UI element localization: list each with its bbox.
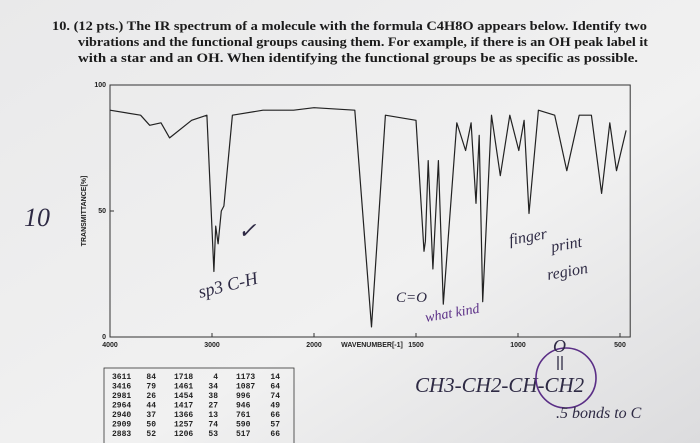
x-tick-label: 4000: [102, 342, 118, 349]
transmittance-cell: 34: [208, 383, 218, 392]
transmittance-cell: 52: [146, 430, 156, 439]
oxygen: O: [553, 336, 566, 356]
table-frame: [103, 367, 295, 443]
y-tick-label: 100: [94, 82, 106, 89]
wavenumber-cell: 761: [236, 411, 251, 420]
transmittance-cell: 66: [270, 430, 280, 439]
wavenumber-cell: 2981: [112, 392, 131, 401]
wavenumber-cell: 2909: [112, 421, 131, 430]
wavenumber-cell: 996: [236, 392, 251, 401]
transmittance-cell: 53: [208, 430, 218, 439]
structure: CH3-CH2-CH-CH2: [415, 373, 585, 397]
y-tick-label: 50: [98, 208, 106, 215]
wavenumber-cell: 517: [236, 430, 251, 439]
x-tick-label: 1000: [510, 342, 526, 349]
wavenumber-cell: 2940: [112, 411, 131, 420]
x-tick-label: 1500: [408, 342, 424, 349]
circle-mark: [535, 347, 597, 409]
transmittance-cell: 27: [208, 402, 218, 411]
wavenumber-cell: 946: [236, 402, 251, 411]
transmittance-cell: 57: [270, 421, 280, 430]
fingerprint-note: region: [546, 260, 590, 284]
carbonyl-note: C=O: [396, 290, 427, 306]
wavenumber-cell: 2964: [112, 402, 131, 411]
transmittance-cell: 74: [270, 392, 280, 401]
wavenumber-cell: 3416: [112, 383, 131, 392]
transmittance-cell: 74: [208, 421, 218, 430]
wavenumber-cell: 2883: [112, 430, 131, 439]
wavenumber-cell: 1461: [174, 383, 193, 392]
bonds-note: .5 bonds to C: [556, 405, 642, 422]
fingerprint-note: print: [549, 234, 584, 256]
transmittance-cell: 14: [270, 373, 280, 382]
y-tick-label: 0: [102, 334, 106, 341]
transmittance-cell: 79: [146, 383, 156, 392]
transmittance-cell: 66: [270, 411, 280, 420]
spectrum-line: [109, 107, 627, 328]
transmittance-cell: 38: [208, 392, 218, 401]
wavenumber-cell: 1454: [174, 392, 193, 401]
transmittance-cell: 4: [213, 373, 218, 382]
wavenumber-cell: 1417: [174, 402, 193, 411]
wavenumber-cell: 1718: [174, 373, 193, 382]
wavenumber-cell: 1087: [236, 383, 255, 392]
wavenumber-cell: 1173: [236, 373, 255, 382]
peak-table: 3611 84 3416 79 2981 26 2964 44 2940 37 2909 50 2883…: [103, 367, 295, 443]
wavenumber-cell: 1206: [174, 430, 193, 439]
transmittance-cell: 64: [270, 383, 280, 392]
transmittance-cell: 44: [146, 402, 156, 411]
transmittance-cell: 84: [146, 373, 156, 382]
wavenumber-cell: 1257: [174, 421, 193, 430]
transmittance-cell: 26: [146, 392, 156, 401]
transmittance-cell: 37: [146, 411, 156, 420]
score: 10: [24, 203, 50, 232]
question-line: 10. (12 pts.) The IR spectrum of a molec…: [52, 19, 647, 33]
transmittance-cell: 50: [146, 421, 156, 430]
x-axis-label: WAVENUMBER[-1]: [341, 342, 403, 349]
x-tick-label: 3000: [204, 342, 220, 349]
wavenumber-cell: 3611: [112, 373, 131, 382]
x-tick-label: 500: [614, 342, 626, 349]
fingerprint-note: finger: [508, 225, 549, 249]
wavenumber-cell: 1366: [174, 411, 193, 420]
transmittance-cell: 13: [208, 411, 218, 420]
transmittance-cell: 49: [270, 402, 280, 411]
question-line: with a star and an OH. When identifying …: [78, 51, 638, 65]
wavenumber-cell: 590: [236, 421, 251, 430]
spectrum-chart: TRANSMITTANCE[%] WAVENUMBER[-1] 4000 3000…: [81, 82, 631, 349]
y-axis-label: TRANSMITTANCE[%]: [81, 176, 88, 247]
check-mark: ✓: [238, 218, 257, 243]
x-tick-label: 2000: [306, 342, 322, 349]
question-line: vibrations and the functional groups cau…: [78, 35, 649, 49]
